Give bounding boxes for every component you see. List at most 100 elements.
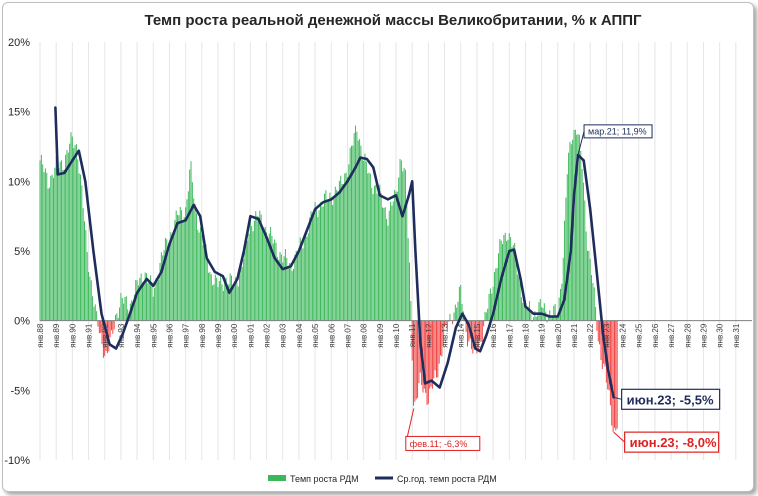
bar — [608, 320, 610, 391]
annotation-jun23-line: июн.23; -5,5% — [613, 388, 721, 410]
bar — [305, 232, 307, 321]
bar — [63, 169, 65, 321]
bar — [266, 232, 268, 321]
bar — [359, 139, 361, 321]
bar — [139, 277, 141, 321]
bar — [262, 229, 263, 321]
bar — [290, 263, 292, 321]
annotation-mar21-label: мар.21; 11,9% — [588, 126, 647, 136]
bar — [372, 194, 374, 321]
x-tick-label-6: янв.94 — [133, 323, 142, 348]
bar — [334, 186, 336, 321]
bar — [445, 320, 447, 325]
bar — [160, 252, 162, 321]
bar — [597, 320, 599, 342]
bar — [187, 191, 189, 321]
bar — [42, 164, 44, 321]
bar — [547, 317, 549, 321]
bar — [516, 274, 518, 321]
bar — [449, 313, 451, 321]
x-tick-label-38: янв.26 — [651, 323, 660, 348]
x-tick-label-12: янв.00 — [230, 323, 239, 348]
bar — [387, 225, 389, 321]
bar — [189, 169, 191, 321]
bar — [587, 250, 588, 321]
bar — [233, 285, 235, 321]
bar — [461, 304, 463, 321]
bar — [539, 298, 541, 321]
bar — [92, 296, 94, 321]
bar — [418, 320, 420, 384]
bar — [577, 134, 579, 321]
bar — [309, 217, 311, 321]
bar — [495, 268, 497, 321]
bar — [190, 161, 192, 321]
bar — [361, 159, 363, 321]
bar — [315, 208, 317, 321]
bar — [252, 231, 254, 321]
bar — [346, 176, 348, 321]
x-tick-label-17: янв.05 — [311, 323, 320, 348]
bar — [371, 187, 373, 321]
bar — [276, 256, 278, 321]
bar — [255, 211, 257, 321]
bar — [379, 184, 381, 321]
bar — [351, 145, 352, 321]
bar — [538, 302, 540, 321]
bar — [369, 173, 371, 321]
bar — [152, 296, 154, 321]
bar — [283, 256, 285, 321]
bar — [321, 206, 323, 321]
bar — [414, 320, 416, 402]
bar — [253, 220, 255, 321]
x-tick-label-41: янв.29 — [699, 323, 708, 348]
annotation-mar21: мар.21; 11,9% — [577, 124, 653, 155]
bar — [514, 242, 516, 321]
bar — [507, 239, 509, 321]
bar — [88, 271, 90, 321]
bar — [116, 313, 118, 321]
bar — [465, 320, 467, 333]
bar — [481, 320, 483, 342]
bar — [84, 221, 85, 321]
bar — [430, 320, 432, 387]
bar — [520, 297, 522, 321]
bar — [275, 242, 277, 321]
bar — [322, 206, 324, 321]
x-tick-label-43: янв.31 — [732, 323, 741, 348]
bar — [178, 215, 180, 321]
bar — [181, 210, 183, 321]
bar — [410, 301, 412, 321]
bar — [588, 250, 590, 321]
bar — [616, 320, 618, 429]
bar — [344, 173, 346, 321]
bar — [144, 272, 146, 321]
bar — [249, 220, 251, 321]
x-tick-label-36: янв.24 — [619, 323, 628, 348]
bar — [69, 143, 71, 321]
bar — [484, 311, 486, 321]
x-tick-label-37: янв.25 — [635, 323, 644, 348]
x-tick-label-21: янв.09 — [376, 323, 385, 348]
bar — [43, 172, 45, 321]
x-tick-label-27: янв.15 — [473, 323, 482, 348]
bar — [338, 180, 340, 321]
bar — [406, 204, 408, 321]
bar — [365, 161, 367, 321]
bar — [551, 316, 553, 321]
bar — [333, 197, 335, 321]
bar — [530, 310, 532, 321]
x-tick-label-24: янв.12 — [424, 323, 433, 348]
bar — [483, 320, 485, 327]
bar — [191, 182, 193, 321]
bar — [332, 205, 334, 321]
bar — [179, 206, 181, 321]
bar — [609, 320, 611, 406]
bar — [489, 288, 491, 321]
bar — [526, 308, 528, 321]
bar — [57, 162, 59, 321]
bar — [376, 193, 378, 321]
x-tick-label-3: янв.91 — [85, 323, 94, 348]
bar — [280, 254, 282, 321]
